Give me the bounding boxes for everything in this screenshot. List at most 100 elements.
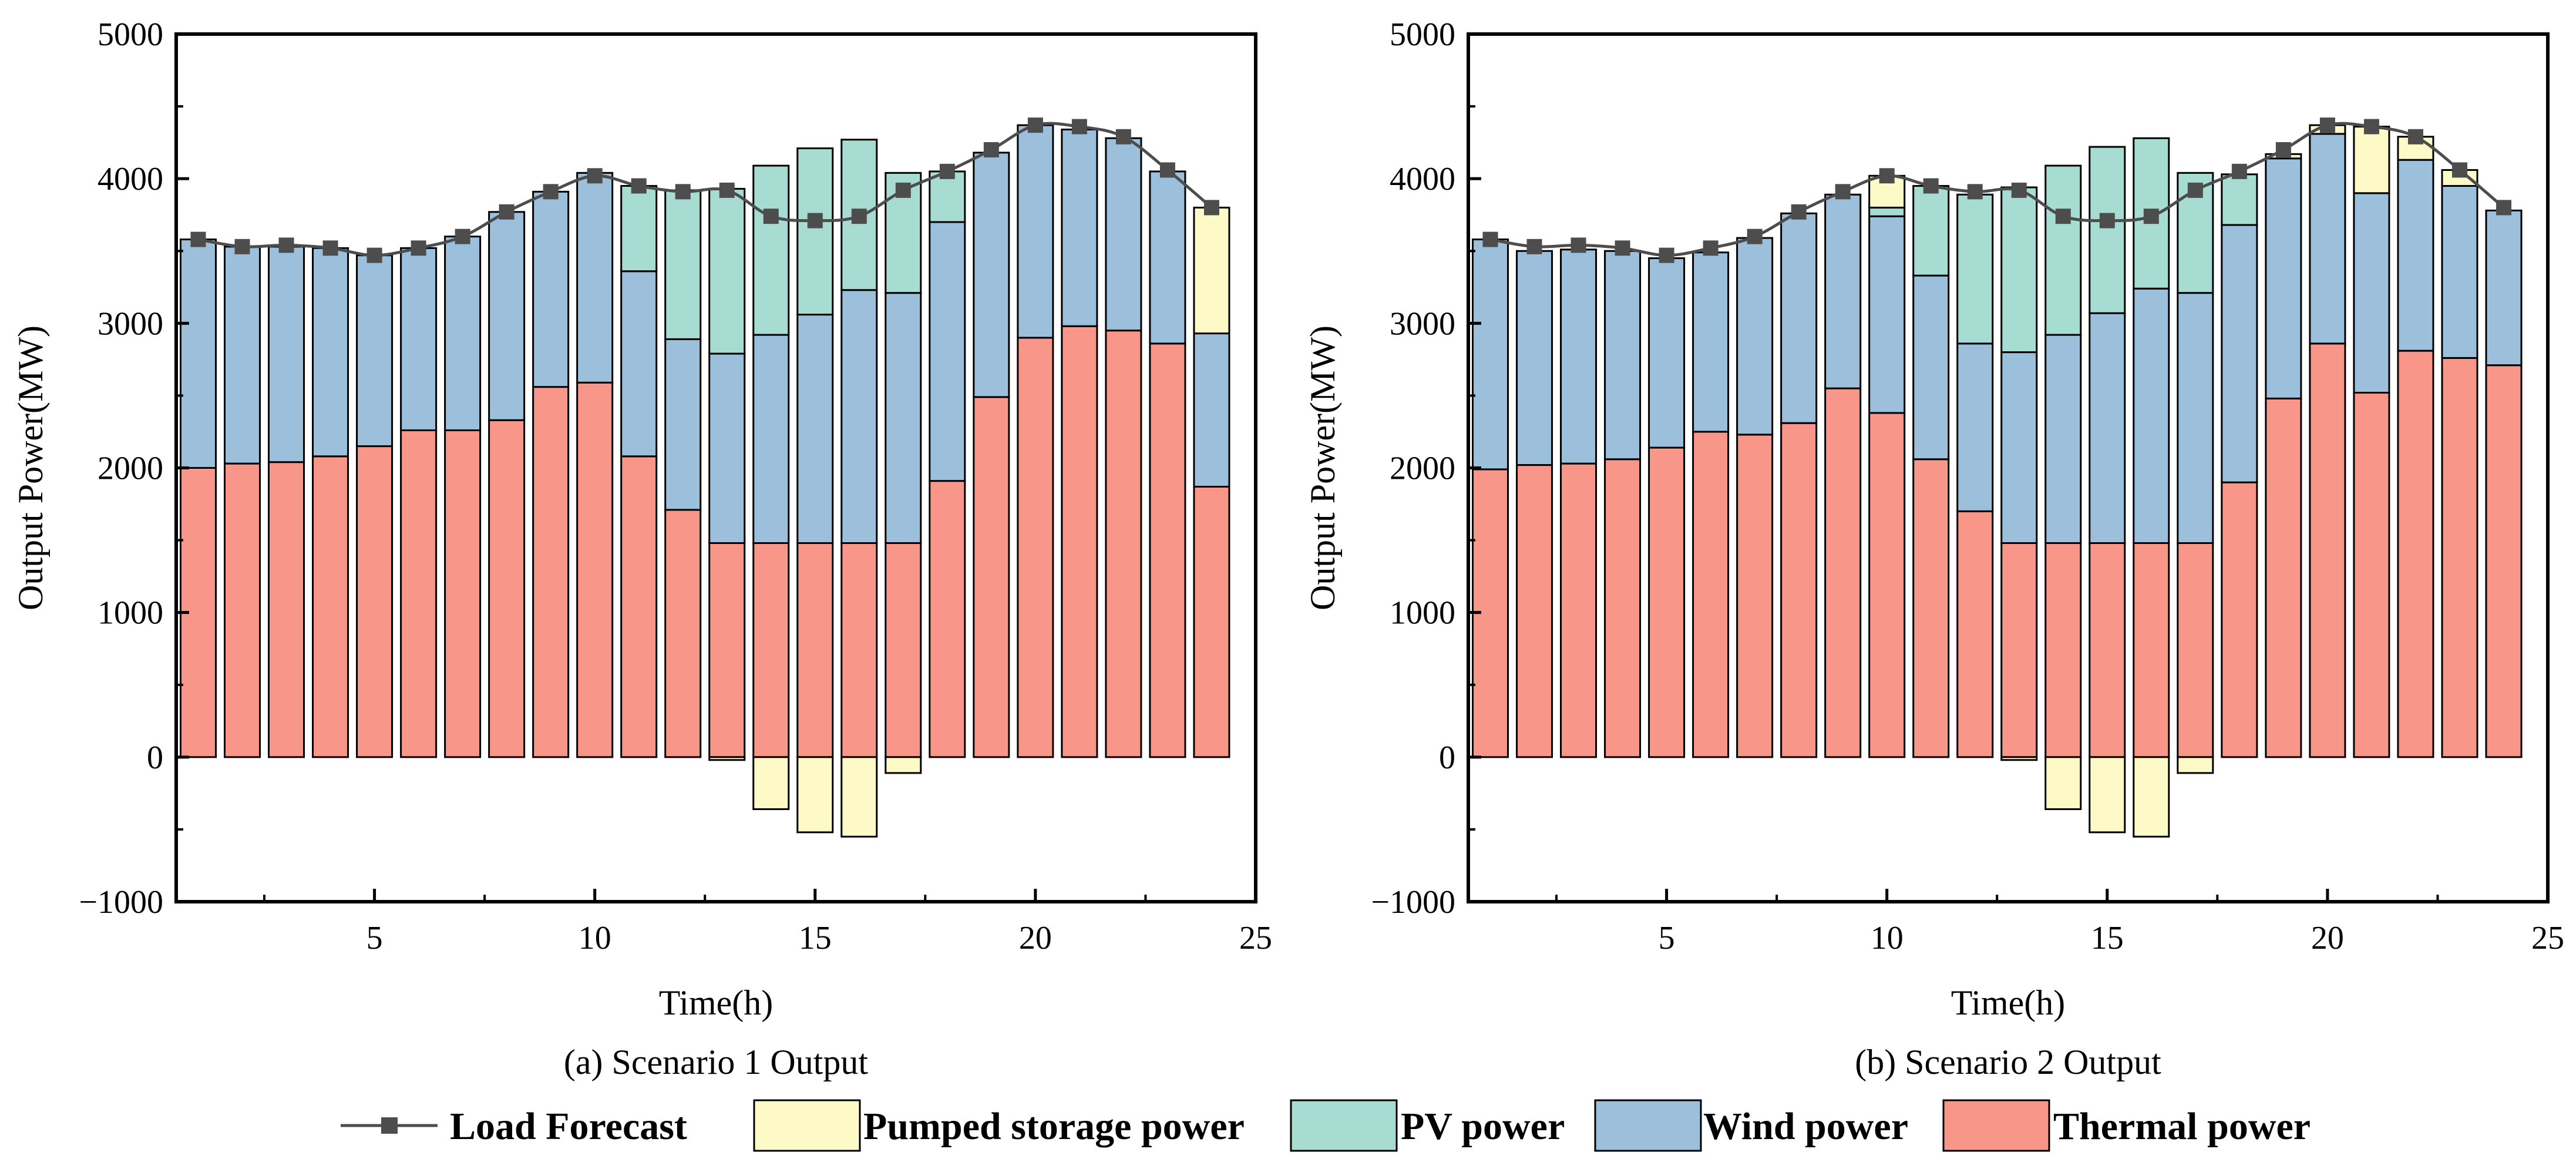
y-tick-label: 1000 bbox=[97, 595, 163, 631]
load-marker-h16 bbox=[851, 209, 867, 224]
bar-thermal-h8 bbox=[1780, 422, 1818, 758]
bar-thermal-h3 bbox=[268, 461, 305, 758]
load-marker-h5 bbox=[366, 247, 382, 263]
bar-thermal-h24 bbox=[2485, 364, 2523, 758]
load-marker-h19 bbox=[2275, 142, 2291, 157]
load-forecast-line bbox=[1490, 122, 2505, 257]
bar-thermal-h11 bbox=[620, 455, 658, 758]
bar-thermal-h12 bbox=[1956, 510, 1994, 758]
load-forecast-line bbox=[198, 122, 1213, 257]
bar-pv-h15 bbox=[796, 147, 834, 316]
y-tick-label: 0 bbox=[1439, 740, 1455, 776]
bar-wind-h13 bbox=[708, 352, 746, 545]
bar-wind-h5 bbox=[1648, 257, 1686, 449]
load-marker-h15 bbox=[2099, 213, 2115, 229]
load-marker-h23 bbox=[2451, 162, 2467, 178]
load-marker-h9 bbox=[543, 184, 559, 200]
legend-swatch-thermal-icon bbox=[1942, 1099, 2050, 1152]
bar-thermal-h3 bbox=[1560, 462, 1598, 758]
bar-thermal-h20 bbox=[2309, 342, 2346, 758]
x-tick-label: 5 bbox=[366, 920, 383, 956]
bar-pumped-h14 bbox=[752, 756, 790, 810]
bar-wind-h6 bbox=[1692, 251, 1730, 433]
load-marker-h4 bbox=[1615, 240, 1630, 256]
bar-thermal-h14 bbox=[752, 542, 790, 758]
bar-thermal-h19 bbox=[2265, 397, 2302, 758]
bar-pv-h13 bbox=[2000, 186, 2038, 354]
load-marker-h2 bbox=[234, 238, 250, 254]
y-tick-label: 2000 bbox=[97, 451, 163, 487]
bar-pumped-h16 bbox=[2133, 756, 2170, 838]
bar-wind-h1 bbox=[1472, 238, 1509, 471]
bar-thermal-h8 bbox=[488, 419, 526, 758]
bar-wind-h24 bbox=[2485, 209, 2523, 367]
bar-wind-h18 bbox=[929, 221, 966, 482]
bar-wind-h13 bbox=[2000, 351, 2038, 545]
load-marker-h12 bbox=[1967, 184, 1983, 200]
bar-wind-h17 bbox=[2177, 292, 2214, 545]
load-marker-h18 bbox=[2231, 163, 2247, 179]
legend-swatch-pumped-icon bbox=[753, 1099, 861, 1152]
load-marker-h7 bbox=[455, 229, 470, 244]
bar-wind-h23 bbox=[1149, 170, 1186, 345]
bar-pv-h11 bbox=[1912, 184, 1950, 277]
bar-wind-h15 bbox=[2089, 312, 2126, 545]
bar-pv-h14 bbox=[752, 164, 790, 336]
bars bbox=[180, 124, 1230, 838]
bar-thermal-h4 bbox=[1604, 458, 1642, 758]
x-tick-label: 15 bbox=[2091, 920, 2124, 956]
bar-wind-h21 bbox=[1061, 128, 1098, 327]
bar-wind-h11 bbox=[1912, 274, 1950, 461]
bar-thermal-h24 bbox=[1193, 486, 1230, 758]
bar-wind-h1 bbox=[180, 238, 217, 469]
bar-wind-h21 bbox=[2353, 192, 2390, 394]
load-marker-h13 bbox=[719, 182, 735, 198]
bar-thermal-h21 bbox=[2353, 391, 2390, 758]
y-axis-title: Output Power(MW) bbox=[1303, 325, 1342, 610]
bar-thermal-h19 bbox=[973, 396, 1010, 758]
bar-wind-h2 bbox=[224, 246, 261, 465]
bar-wind-h4 bbox=[1604, 250, 1642, 461]
y-axis: −1000 0 1000 2000 3000 4000 5000 bbox=[1371, 16, 1481, 921]
y-tick-label: 1000 bbox=[1390, 595, 1455, 631]
load-marker-h4 bbox=[322, 240, 338, 256]
bar-wind-h10 bbox=[576, 172, 614, 384]
y-tick-label: 5000 bbox=[1390, 16, 1455, 53]
bar-pv-h12 bbox=[1956, 193, 1994, 345]
load-marker-h11 bbox=[631, 178, 647, 194]
bar-thermal-h2 bbox=[224, 462, 261, 758]
bar-pv-h18 bbox=[2221, 173, 2258, 226]
load-marker-h14 bbox=[2055, 209, 2071, 224]
load-marker-h22 bbox=[2407, 129, 2423, 145]
bar-thermal-h4 bbox=[312, 455, 349, 758]
bar-pv-h10 bbox=[1868, 206, 1906, 217]
load-marker-h9 bbox=[1835, 184, 1851, 200]
bar-wind-h19 bbox=[2265, 157, 2302, 399]
bar-wind-h17 bbox=[885, 292, 922, 545]
bar-wind-h9 bbox=[1824, 193, 1862, 389]
load-forecast-series bbox=[190, 117, 1219, 263]
y-tick-label: 4000 bbox=[1390, 161, 1455, 197]
load-marker-h17 bbox=[2187, 182, 2203, 198]
x-axis: 5 10 15 20 25 bbox=[263, 889, 1272, 956]
load-marker-h23 bbox=[1159, 162, 1175, 178]
bar-wind-h22 bbox=[2397, 159, 2434, 352]
load-marker-h11 bbox=[1923, 178, 1939, 194]
x-tick-label: 20 bbox=[2311, 920, 2344, 956]
legend-label-load: Load Forecast bbox=[450, 1105, 687, 1148]
bar-wind-h18 bbox=[2221, 224, 2258, 483]
bar-pv-h13 bbox=[708, 187, 746, 355]
bar-wind-h8 bbox=[488, 211, 526, 421]
y-axis: −1000 0 1000 2000 3000 4000 5000 bbox=[79, 16, 189, 921]
x-tick-label: 20 bbox=[1019, 920, 1052, 956]
x-axis-title: Time(h) bbox=[659, 983, 773, 1022]
bar-thermal-h11 bbox=[1912, 458, 1950, 758]
bar-pv-h15 bbox=[2089, 146, 2126, 314]
legend-label-wind: Wind power bbox=[1703, 1105, 1908, 1148]
bar-thermal-h18 bbox=[929, 480, 966, 758]
bar-thermal-h14 bbox=[2044, 542, 2082, 758]
bar-thermal-h15 bbox=[2089, 542, 2126, 758]
load-marker-h24 bbox=[2496, 200, 2511, 216]
load-marker-h6 bbox=[1703, 240, 1719, 256]
bar-wind-h7 bbox=[444, 236, 482, 431]
